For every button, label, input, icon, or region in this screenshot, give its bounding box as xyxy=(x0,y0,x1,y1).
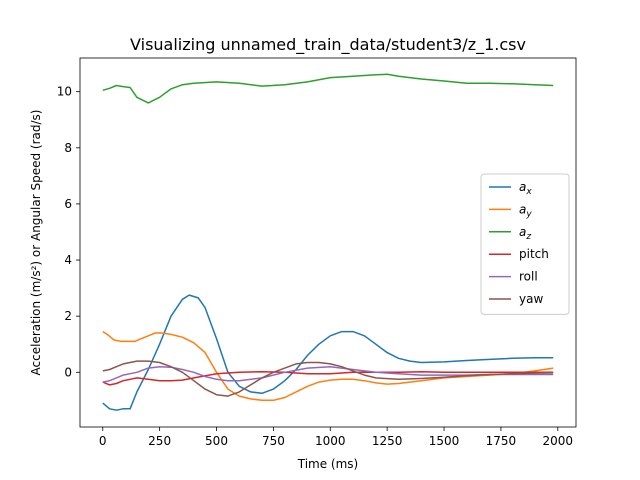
legend-label-roll: roll xyxy=(519,270,538,284)
legend-label-a_x: ax xyxy=(519,180,532,197)
x-tick-label: 0 xyxy=(99,434,107,448)
y-axis-label: Acceleration (m/s²) or Angular Speed (ra… xyxy=(29,110,43,376)
x-tick-label: 2000 xyxy=(543,434,574,448)
plot-frame xyxy=(79,57,577,428)
series-line-a_x xyxy=(102,294,554,411)
plot-series xyxy=(102,73,554,411)
legend-label-a_y: ay xyxy=(519,202,532,219)
x-tick-label: 500 xyxy=(205,434,228,448)
y-axis-ticks: 0 2 4 6 8 10 xyxy=(57,85,80,379)
series-line-yaw xyxy=(102,360,554,397)
x-tick-label: 1500 xyxy=(429,434,460,448)
series-line-a_z xyxy=(102,73,554,104)
y-tick-label: 10 xyxy=(57,85,72,99)
chart-title: Visualizing unnamed_train_data/student3/… xyxy=(130,35,526,55)
series-line-roll xyxy=(102,365,554,383)
y-tick-label: 8 xyxy=(64,141,72,155)
x-tick-label: 1250 xyxy=(372,434,403,448)
y-tick-label: 0 xyxy=(64,365,72,379)
x-tick-label: 750 xyxy=(262,434,285,448)
legend-label-pitch: pitch xyxy=(519,247,549,261)
x-tick-label: 1750 xyxy=(486,434,517,448)
legend-label-a_z: az xyxy=(519,225,531,242)
series-line-a_y xyxy=(102,330,554,402)
x-axis-label: Time (ms) xyxy=(297,457,359,471)
y-tick-label: 6 xyxy=(64,197,72,211)
y-tick-label: 4 xyxy=(64,253,72,267)
x-tick-label: 250 xyxy=(148,434,171,448)
x-axis-ticks: 0 250 500 750 1000 1250 1500 1750 2000 xyxy=(99,427,573,448)
y-tick-label: 2 xyxy=(64,309,72,323)
legend-label-yaw: yaw xyxy=(519,292,543,306)
x-tick-label: 1000 xyxy=(315,434,346,448)
legend: ax ay az pitch roll yaw xyxy=(480,173,570,315)
series-line-pitch xyxy=(102,370,554,386)
